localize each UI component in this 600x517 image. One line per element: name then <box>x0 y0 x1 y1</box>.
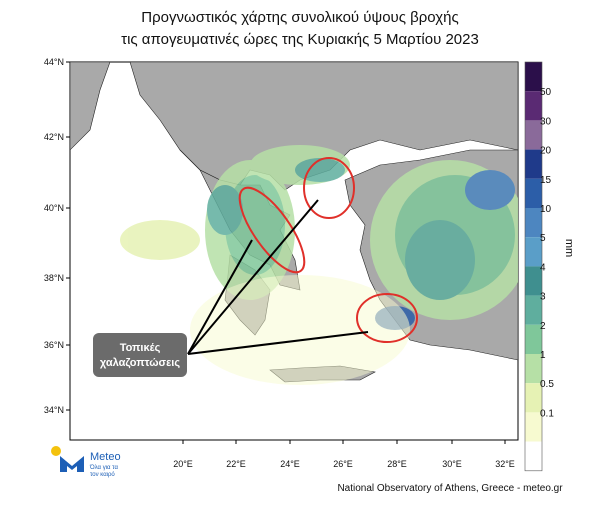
colorbar-label: 50 <box>540 87 552 98</box>
annotation: Τοπικές <box>120 342 161 354</box>
colorbar-bin <box>525 237 542 267</box>
colorbar-bin <box>525 120 542 150</box>
colorbar-bin <box>525 91 542 121</box>
colorbar-label: 10 <box>540 204 552 215</box>
colorbar-label: 5 <box>540 233 546 244</box>
lat-label: 34°N <box>44 405 64 415</box>
lat-label: 40°N <box>44 203 64 213</box>
lon-label: 22°E <box>226 459 246 469</box>
colorbar-bin <box>525 324 542 354</box>
colorbar-bin <box>525 383 542 413</box>
colorbar-label: 4 <box>540 262 546 273</box>
colorbar-label: 2 <box>540 321 546 332</box>
lon-label: 26°E <box>333 459 353 469</box>
lon-label: 24°E <box>280 459 300 469</box>
lon-label: 30°E <box>442 459 462 469</box>
credit: National Observatory of Athens, Greece -… <box>337 483 563 494</box>
highlight-ellipse <box>356 293 418 343</box>
map: Τοπικές χαλαζοπτώσεις <box>69 61 519 441</box>
colorbar-bin <box>525 149 542 179</box>
pointer-lines <box>187 199 369 355</box>
colorbar-bin <box>525 62 542 92</box>
land <box>70 62 111 151</box>
annotation-box <box>93 333 187 377</box>
colorbar-label: 20 <box>540 146 552 157</box>
logo-tagline: Όλα για τα <box>89 465 118 471</box>
highlight-ellipse <box>303 157 355 219</box>
colorbar-label: 0.1 <box>540 408 554 419</box>
title: Προγνωστικός χάρτης συνολικού ύψους βροχ… <box>141 9 458 26</box>
annotation: χαλαζοπτώσεις <box>100 357 180 369</box>
colorbar-label: 3 <box>540 292 546 303</box>
title: τις απογευματινές ώρες της Κυριακής 5 Μα… <box>121 31 479 48</box>
highlight-ellipse <box>238 186 306 274</box>
colorbar-bin <box>525 266 542 296</box>
colorbar-bin <box>525 412 542 442</box>
colorbar-label: 30 <box>540 116 552 127</box>
lon-label: 20°E <box>173 459 193 469</box>
colorbar-bin <box>525 178 542 208</box>
lat-label: 36°N <box>44 340 64 350</box>
colorbar-bin <box>525 354 542 384</box>
colorbar-label: 15 <box>540 175 552 186</box>
colorbar-label: 0.5 <box>540 379 554 390</box>
lon-label: 28°E <box>387 459 407 469</box>
precipitation <box>120 145 518 385</box>
lat-label: 44°N <box>44 57 64 67</box>
logo: Meteo Όλα για τα τον καιρό <box>51 446 121 478</box>
colorbar-frame <box>524 61 543 472</box>
lat-label: 42°N <box>44 132 64 142</box>
lon-label: 32°E <box>495 459 515 469</box>
logo-name: Meteo <box>90 451 121 463</box>
colorbar-unit: mm <box>563 239 575 257</box>
colorbar-bin <box>525 295 542 325</box>
lat-label: 38°N <box>44 273 64 283</box>
colorbar-label: 1 <box>540 350 546 361</box>
colorbar-bin <box>525 208 542 238</box>
colorbar-bin <box>525 441 542 471</box>
logo-tagline: τον καιρό <box>90 471 115 478</box>
